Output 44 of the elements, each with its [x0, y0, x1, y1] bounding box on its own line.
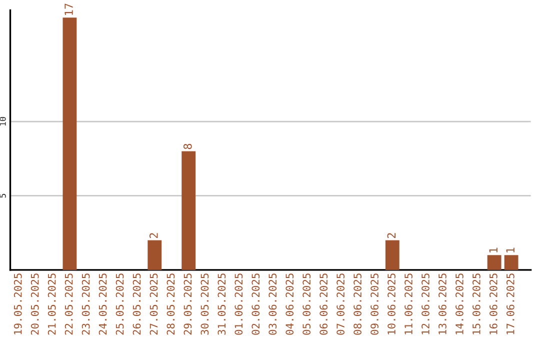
- x-tick-label: 16.06.2025: [489, 274, 498, 334]
- x-tick-label: 11.06.2025: [404, 274, 412, 334]
- x-tick-label: 04.06.2025: [286, 274, 294, 335]
- data-label: 2: [149, 233, 158, 238]
- x-tick-label: 22.05.2025: [64, 274, 73, 335]
- data-label: 1: [506, 248, 514, 252]
- bar: [182, 151, 196, 270]
- x-tick-label: 03.06.2025: [268, 274, 277, 335]
- x-tick-label: 01.06.2025: [234, 274, 243, 335]
- bar: [504, 255, 518, 270]
- bar: [62, 18, 77, 270]
- y-tick-label: 5: [0, 194, 6, 198]
- bar: [385, 240, 400, 270]
- data-label: 2: [387, 233, 396, 238]
- x-tick-label: 17.06.2025: [506, 274, 514, 334]
- data-label: 8: [183, 144, 192, 150]
- x-tick-label: 30.05.2025: [200, 274, 209, 335]
- x-tick-label: 24.05.2025: [98, 274, 107, 335]
- x-tick-label: 31.05.2025: [218, 274, 226, 335]
- y-tick-label: 10: [0, 117, 6, 126]
- x-tick-label: 08.06.2025: [354, 274, 362, 335]
- x-tick-label: 05.06.2025: [302, 274, 311, 335]
- x-tick-label: 21.05.2025: [48, 274, 56, 335]
- x-tick-label: 12.06.2025: [422, 274, 430, 334]
- x-tick-label: 27.05.2025: [150, 274, 158, 335]
- x-tick-label: 29.05.2025: [184, 274, 192, 335]
- bar: [148, 240, 162, 270]
- x-tick-label: 10.06.2025: [388, 274, 396, 334]
- x-tick-label: 25.05.2025: [116, 274, 124, 335]
- x-tick-label: 02.06.2025: [252, 274, 260, 335]
- x-tick-label: 23.05.2025: [82, 274, 90, 335]
- x-tick-label: 26.05.2025: [132, 274, 141, 335]
- x-tick-label: 13.06.2025: [438, 274, 446, 334]
- x-tick-label: 20.05.2025: [30, 274, 39, 335]
- x-tick-label: 28.05.2025: [166, 274, 175, 335]
- x-tick-label: 09.06.2025: [370, 274, 378, 335]
- x-tick-label: 06.06.2025: [320, 274, 328, 335]
- x-tick-label: 19.05.2025: [14, 274, 22, 334]
- data-label: 1: [489, 248, 498, 252]
- data-label: 17: [64, 4, 73, 15]
- bar: [487, 255, 502, 270]
- x-tick-label: 14.06.2025: [456, 274, 464, 334]
- x-tick-label: 07.06.2025: [336, 274, 344, 335]
- x-tick-label: 15.06.2025: [472, 274, 480, 334]
